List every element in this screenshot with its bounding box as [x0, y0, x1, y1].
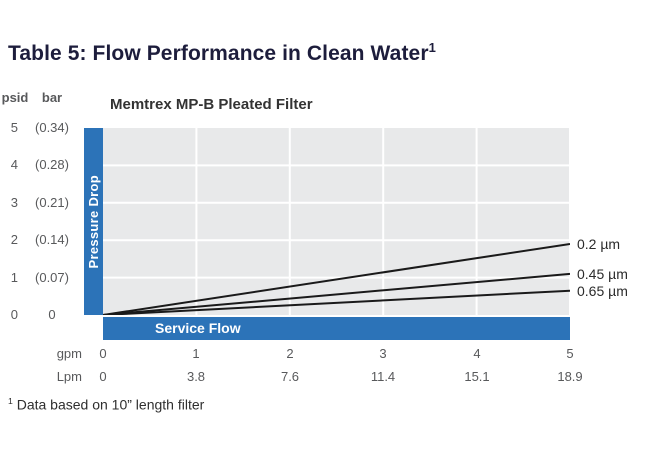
plot-svg	[103, 128, 570, 315]
x-tick-gpm: 1	[192, 346, 200, 361]
y-axis-label: Pressure Drop	[86, 174, 101, 269]
chart-title: Memtrex MP-B Pleated Filter	[110, 96, 313, 113]
y-tick-psid: 2	[10, 232, 18, 247]
x-tick-lpm: 18.9	[557, 369, 583, 384]
x-tick-gpm: 4	[473, 346, 481, 361]
x-tick-gpm: 2	[286, 346, 294, 361]
y-tick-bar: (0.21)	[35, 195, 69, 210]
y-tick-psid: 0	[10, 307, 18, 322]
y-tick-row: 0 0	[0, 307, 90, 323]
y-tick-psid: 5	[10, 120, 18, 135]
x-tick-lpm: 11.4	[370, 369, 396, 384]
x-tick-lpm: 0	[99, 369, 107, 384]
y-tick-row: 4 (0.28)	[0, 157, 90, 173]
y-tick-bar: (0.34)	[35, 120, 69, 135]
x-unit-lpm: Lpm	[56, 369, 82, 384]
page-title: Table 5: Flow Performance in Clean Water…	[8, 40, 436, 66]
x-unit-gpm: gpm	[56, 346, 82, 361]
x-tick-gpm: 5	[566, 346, 574, 361]
y-tick-psid: 1	[10, 270, 18, 285]
series-label: 0.45 µm	[577, 265, 628, 282]
page-title-superscript: 1	[428, 40, 436, 55]
plot-area	[103, 128, 570, 315]
x-tick-lpm: 15.1	[464, 369, 490, 384]
y-tick-bar: 0	[48, 307, 56, 322]
y-unit-bar: bar	[41, 90, 63, 105]
x-axis-label: Service Flow	[155, 320, 241, 336]
footnote-superscript: 1	[8, 396, 13, 406]
x-tick-gpm: 0	[99, 346, 107, 361]
y-tick-row: 1 (0.07)	[0, 270, 90, 286]
y-tick-bar: (0.14)	[35, 232, 69, 247]
footnote-text: Data based on 10” length filter	[16, 396, 205, 413]
footnote: 1 Data based on 10” length filter	[8, 396, 204, 413]
y-tick-bar: (0.07)	[35, 270, 69, 285]
x-axis-gpm-row: gpm 0 1 2 3 4 5	[0, 346, 650, 362]
y-tick-bar: (0.28)	[35, 157, 69, 172]
y-tick-row: 2 (0.14)	[0, 232, 90, 248]
page-title-text: Table 5: Flow Performance in Clean Water	[8, 42, 429, 65]
x-axis-label-bar: Service Flow	[103, 317, 570, 340]
x-tick-lpm: 7.6	[280, 369, 300, 384]
y-axis-label-bar: Pressure Drop	[84, 128, 103, 315]
x-tick-gpm: 3	[379, 346, 387, 361]
series-label: 0.2 µm	[577, 235, 621, 252]
x-axis-lpm-row: Lpm 0 3.8 7.6 11.4 15.1 18.9	[0, 369, 650, 385]
series-label: 0.65 µm	[577, 282, 628, 299]
y-tick-psid: 3	[10, 195, 18, 210]
y-tick-row: 5 (0.34)	[0, 120, 90, 136]
y-tick-psid: 4	[10, 157, 18, 172]
y-tick-row: 3 (0.21)	[0, 195, 90, 211]
y-unit-psid: psid	[1, 90, 29, 105]
y-axis-units: psid bar	[0, 90, 90, 106]
x-tick-lpm: 3.8	[186, 369, 206, 384]
